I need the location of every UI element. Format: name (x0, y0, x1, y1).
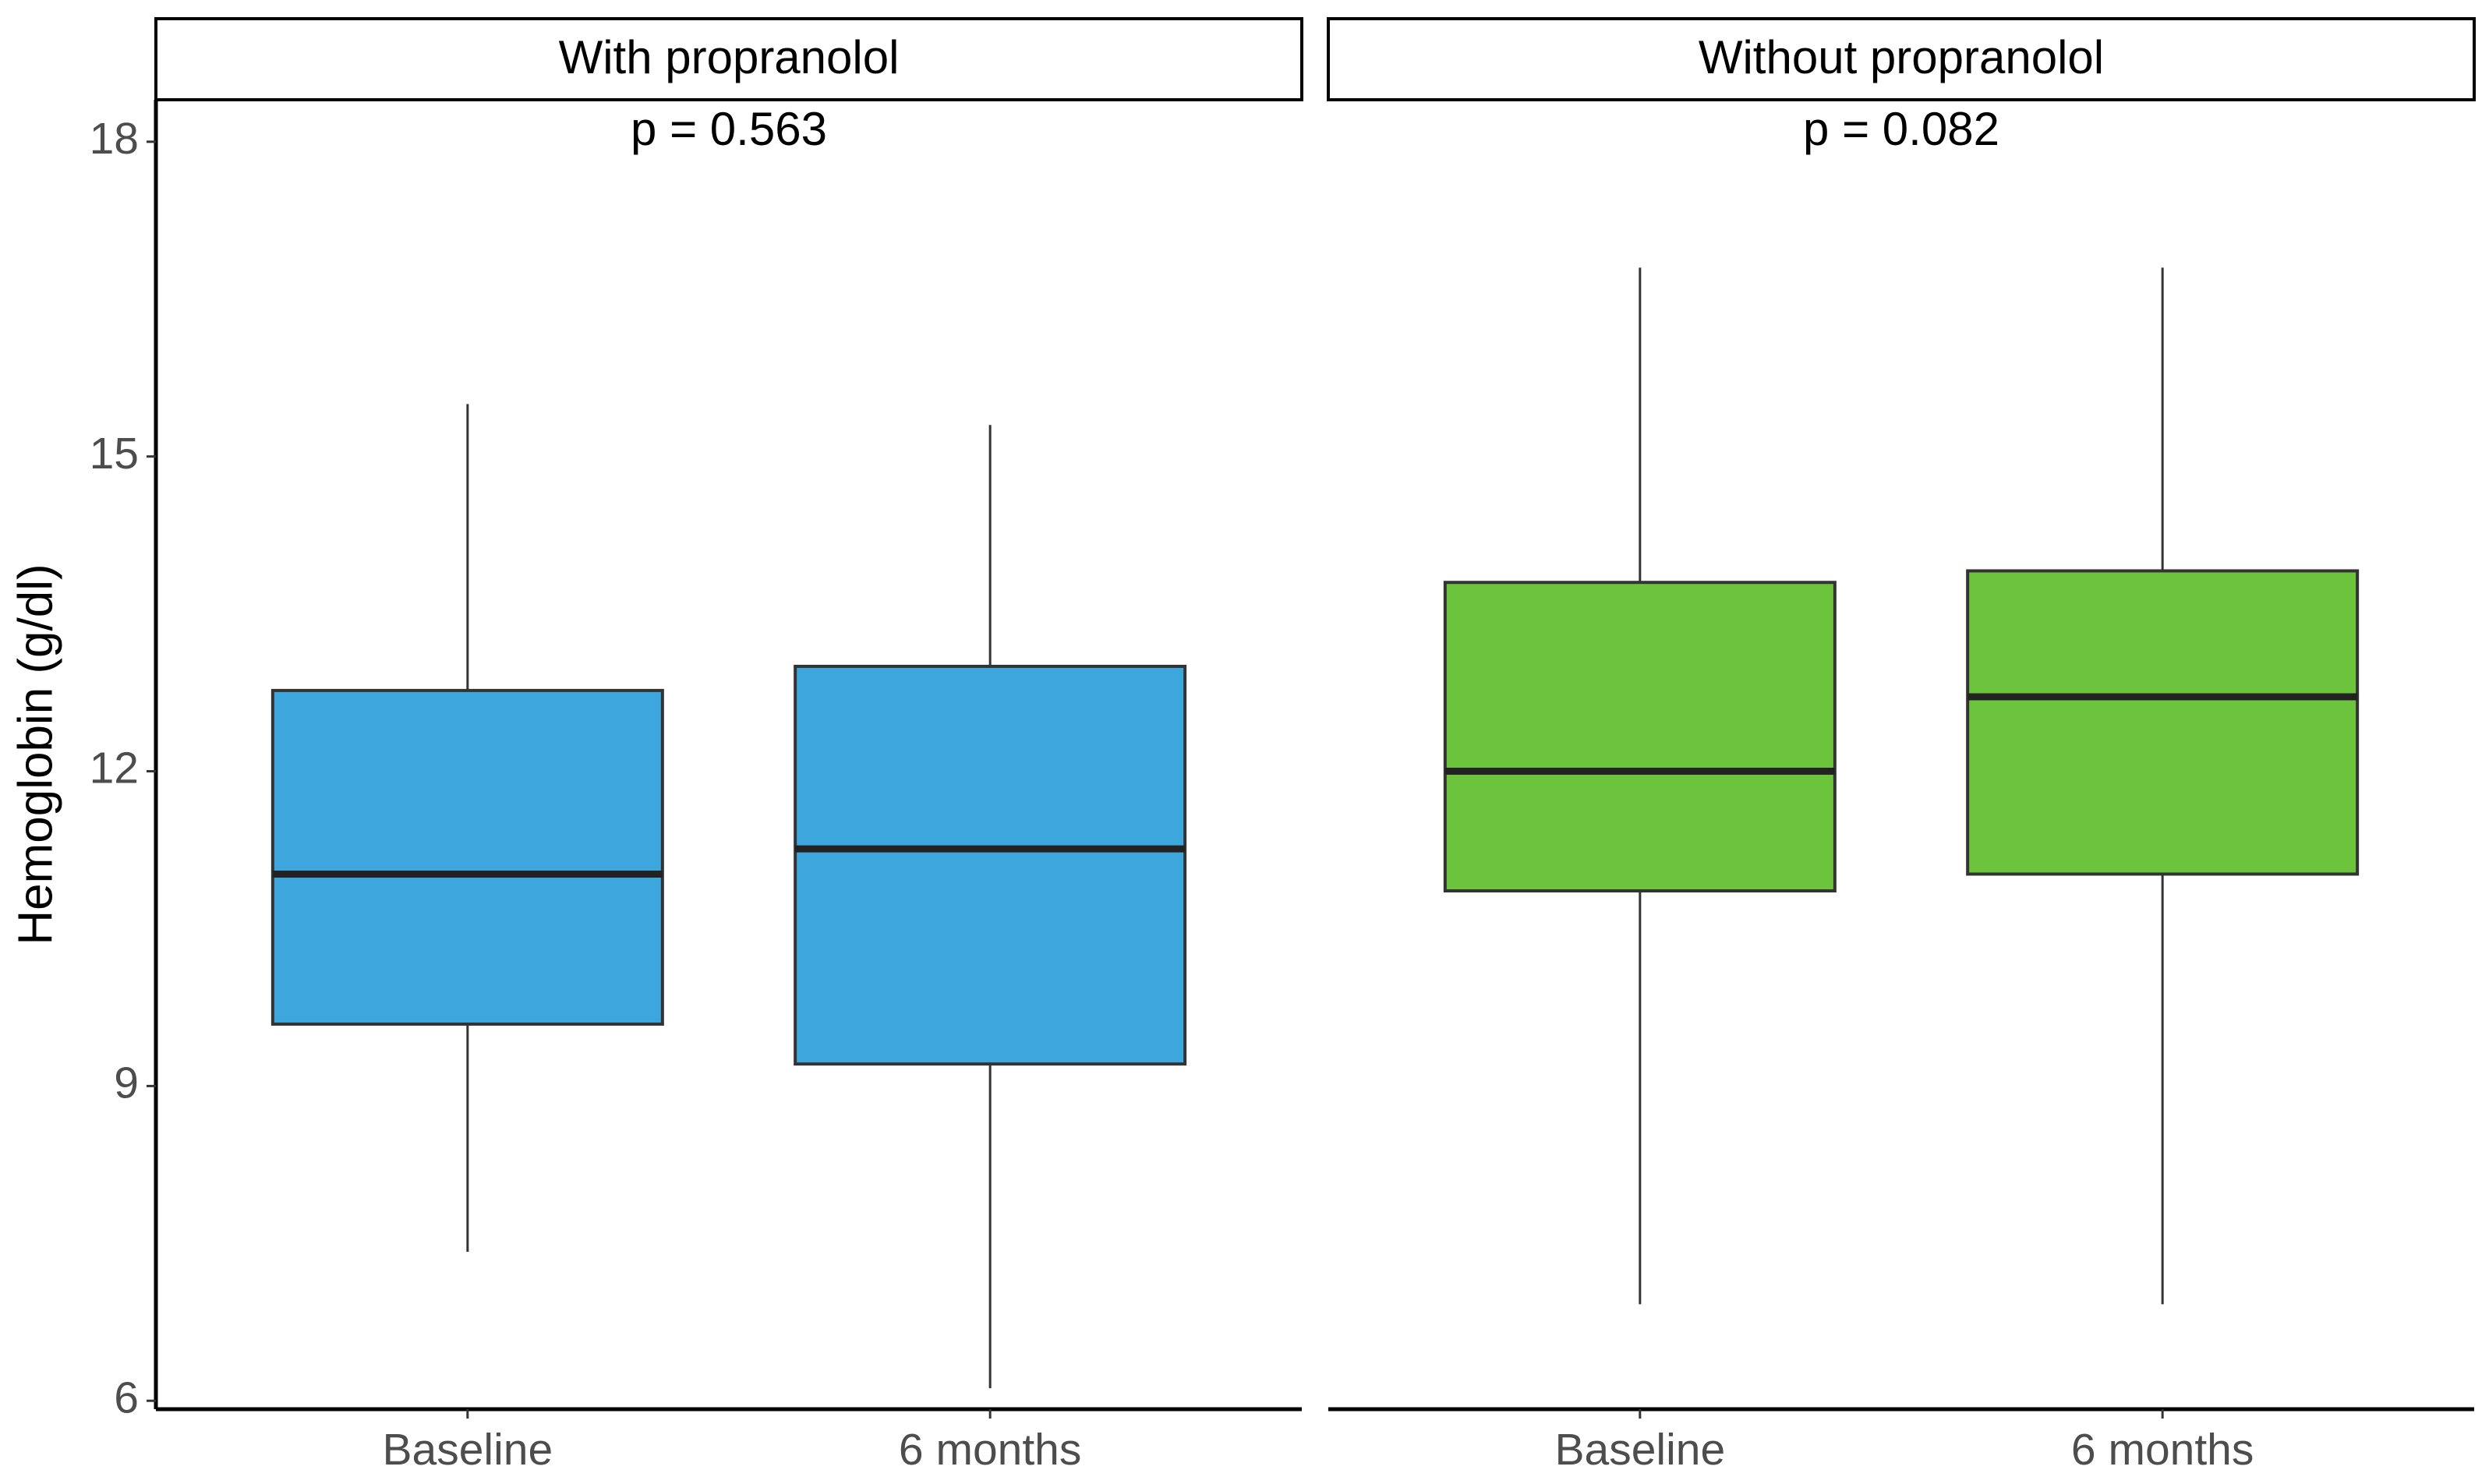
x-tick-label: Baseline (383, 1425, 553, 1475)
strip (1327, 17, 2476, 101)
y-tick-label: 6 (114, 1373, 139, 1422)
y-tick-label: 12 (90, 744, 139, 793)
y-axis-label: Hemoglobin (g/dl) (9, 564, 62, 945)
strip-title: With propranolol (559, 31, 900, 83)
x-tick-label: 6 months (2071, 1425, 2254, 1475)
y-tick-label: 18 (90, 114, 139, 164)
strip-title: Without propranolol (1699, 31, 2104, 83)
annotation: p = 0.563 (631, 103, 827, 155)
box (270, 688, 664, 1026)
x-tick-label: 6 months (899, 1425, 1081, 1475)
x-tick-label: Baseline (1555, 1425, 1726, 1475)
y-tick-label: 15 (90, 429, 139, 479)
box (1966, 569, 2360, 876)
box (794, 664, 1187, 1066)
annotation: p = 0.082 (1803, 103, 1999, 155)
box (1443, 581, 1837, 892)
strip (154, 17, 1303, 101)
y-tick-label: 9 (114, 1058, 139, 1108)
